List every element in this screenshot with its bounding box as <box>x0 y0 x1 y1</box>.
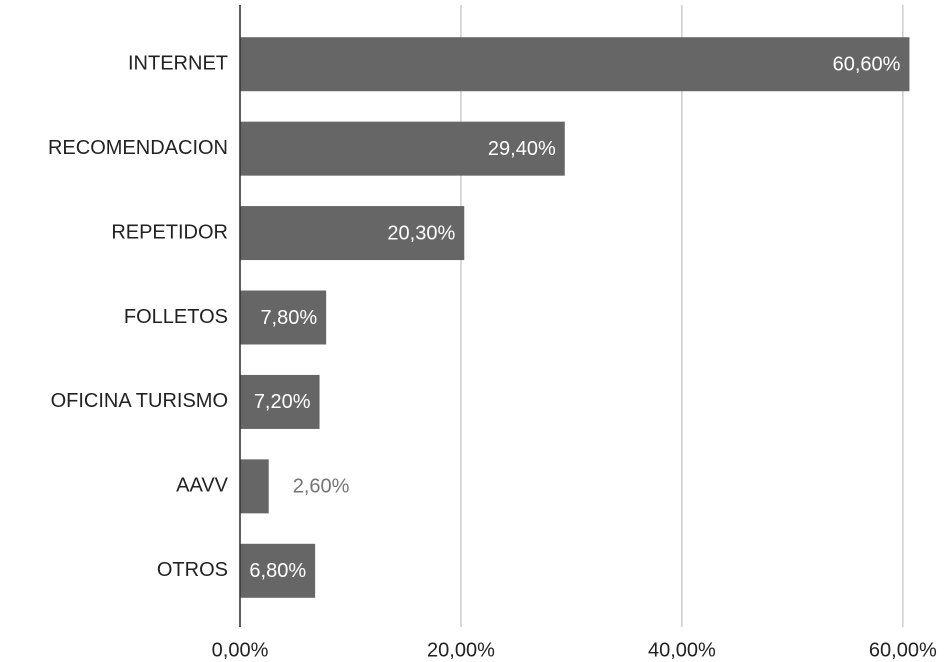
y-tick-label: AAVV <box>176 475 229 497</box>
x-tick-label: 40,00% <box>648 639 716 661</box>
bar <box>240 121 565 176</box>
bar <box>240 374 320 429</box>
x-tick-label: 20,00% <box>427 639 495 661</box>
value-label: 2,60% <box>293 476 350 498</box>
value-label: 7,20% <box>254 391 311 413</box>
y-tick-label: OFICINA TURISMO <box>51 390 228 412</box>
y-tick-label: RECOMENDACION <box>48 137 228 159</box>
value-label: 29,40% <box>488 138 556 160</box>
bar <box>240 37 910 92</box>
value-label: 6,80% <box>249 560 306 582</box>
x-tick-label: 60,00% <box>869 639 937 661</box>
bar <box>240 290 327 345</box>
value-label: 60,60% <box>833 53 901 75</box>
value-label: 20,30% <box>387 222 455 244</box>
y-tick-label: OTROS <box>157 559 228 581</box>
bar <box>240 459 269 514</box>
y-tick-label: REPETIDOR <box>111 221 228 243</box>
x-tick-label: 0,00% <box>212 639 269 661</box>
y-tick-label: INTERNET <box>128 52 228 74</box>
bar <box>240 206 465 261</box>
y-tick-label: FOLLETOS <box>124 306 228 328</box>
value-label: 7,80% <box>260 307 317 329</box>
bar <box>240 543 316 598</box>
